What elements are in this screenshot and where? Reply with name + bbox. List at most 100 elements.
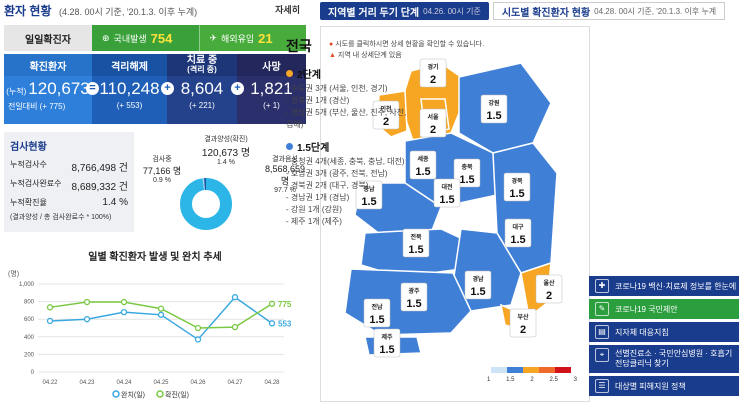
region-level: 1.5 <box>459 174 474 186</box>
confirmed-delta: 전일대비 (+ 775) <box>8 102 66 111</box>
map-region-충북[interactable]: 충북 1.5 <box>453 158 481 188</box>
region-name: 울산 <box>543 279 555 287</box>
patient-status-header: 환자 현황 (4.28. 00시 기준, '20.1.3. 이후 누계) 자세히 <box>4 2 304 20</box>
testing-stat: 검사중 77,166 명 0.9 % <box>142 156 182 184</box>
tab2-sub: 04.28. 00시 기준, '20.1.3. 이후 누계 <box>594 6 717 16</box>
stage-15-label: 1.5단계 <box>286 139 418 154</box>
plus-circle-icon: ⊕ <box>102 32 110 43</box>
y-tick-label: 1,000 <box>19 282 35 288</box>
x-tick-label: 04.27 <box>227 380 243 386</box>
data-point <box>157 305 165 312</box>
data-point <box>120 309 128 316</box>
data-point <box>231 294 239 301</box>
domestic-cases: ⊕ 국내발생 754 <box>92 25 199 51</box>
tab2-label: 시도별 확진환자 현황 <box>501 7 591 19</box>
quick-link-banner[interactable]: ☰ 대상별 피해지원 정책 <box>589 376 739 396</box>
region-box <box>433 178 461 208</box>
daily-confirmed-row: 일일확진자 ⊕ 국내발생 754 ✈ 해외유입 21 <box>4 25 306 51</box>
region-level: 1.5 <box>408 244 423 256</box>
stage-item: - 강원 1개 (강원) <box>286 205 342 214</box>
map-region-전북[interactable]: 전북 1.5 <box>402 228 430 258</box>
region-name: 부산 <box>517 313 529 321</box>
level-legend-labels: 1 1.5 2 2.5 3 <box>487 377 577 383</box>
banner-icon: ☰ <box>595 379 609 393</box>
map-region-부산[interactable]: 부산 2 <box>509 308 537 338</box>
region-box <box>509 308 537 338</box>
test-status-title: 검사현황 <box>10 142 47 153</box>
stage-item: 김해) <box>286 120 304 129</box>
isolation-released-card[interactable]: 격리해제 110,248 (+ 553) + <box>92 54 174 124</box>
region-level: 1.5 <box>369 314 384 326</box>
map-region-경남[interactable]: 경남 1.5 <box>464 270 492 300</box>
data-point <box>83 316 91 323</box>
region-level: 2 <box>383 116 389 128</box>
y-tick-label: 600 <box>24 317 35 323</box>
korea-map[interactable]: 경기2 인천 2 서울 2 강원 1.5 세종1.5 충북 1.5 충남1.5 대전1.5 경북1.5 전… <box>321 33 589 363</box>
stage-item: - 경남권 1개 (경남) <box>286 193 350 202</box>
map-region-대구[interactable]: 대구 1.5 <box>504 218 532 248</box>
stage-item: - 충청권 4개(세종, 충북, 충남, 대전) <box>286 157 405 166</box>
stage-item: - 경남권 5개 (부산, 울산, 진주, 사천, <box>286 108 407 117</box>
map-region-제주[interactable]: 제주 1.5 <box>373 328 401 358</box>
test-result-donut: 결과양성(확진) 120,673 명 1.4 % 검사중 77,166 명 0.… <box>138 132 308 232</box>
quick-link-banner[interactable]: ✎ 코로나19 국민제안 <box>589 299 739 319</box>
summary-cards: 확진환자 (누적) 120,673 전일대비 (+ 775) = 격리해제 110… <box>4 54 306 124</box>
region-level: 2 <box>430 124 436 136</box>
negative-stat: 결과음성 8,568,659 명 97.7 % <box>264 156 306 194</box>
map-region-경북[interactable]: 경북 1.5 <box>503 172 531 202</box>
test-row: 누적확진율 1.4 % <box>10 197 128 208</box>
region-box <box>419 108 447 138</box>
map-region-충남[interactable]: 충남 1.5 <box>355 180 383 210</box>
treating-card[interactable]: 치료 중 (격리 중) 8,604 (+ 221) + <box>167 54 244 124</box>
x-tick-label: 04.22 <box>42 380 58 386</box>
legend-value: 1.5 <box>506 377 515 383</box>
map-region-세종[interactable]: 세종 1.5 <box>409 150 437 180</box>
region-name: 강원 <box>488 99 499 107</box>
map-region-강원[interactable]: 강원 1.5 <box>480 94 508 124</box>
death-delta: (+ 1) <box>263 101 280 110</box>
region-level: 1.5 <box>470 286 485 298</box>
quick-link-banner[interactable]: ⌖ 선별진료소 · 국민안심병원 · 호흡기전담클리닉 찾기 <box>589 345 739 373</box>
region-box <box>453 158 481 188</box>
data-point <box>231 323 239 331</box>
equals-icon: = <box>86 82 99 95</box>
treating-delta: (+ 221) <box>189 101 215 110</box>
region-name: 서울 <box>427 113 439 121</box>
stage-item: - 경북권 1개 (경산) <box>286 96 350 105</box>
region-box <box>480 94 508 124</box>
test-note: (결과양성 / 총 검사완료수 * 100%) <box>10 214 112 221</box>
region-level: 1.5 <box>439 194 454 206</box>
region-name: 광주 <box>408 287 420 295</box>
domestic-label: 국내발생 <box>113 33 147 44</box>
distancing-panel: 지역별 거리 두기 단계 04.26. 00시 기준 시도별 확진환자 현황 0… <box>312 0 743 406</box>
map-region-전남[interactable]: 전남 1.5 <box>363 298 391 328</box>
map-region-대전[interactable]: 대전 1.5 <box>433 178 461 208</box>
region-name: 전남 <box>371 303 383 311</box>
map-region-인천[interactable]: 인천 2 <box>372 100 400 130</box>
map-region-서울[interactable]: 서울 2 <box>419 108 447 138</box>
region-box <box>535 274 563 304</box>
quick-link-banner[interactable]: ✚ 코로나19 백신·치료제 정보를 한눈에 <box>589 276 739 296</box>
region-box <box>503 172 531 202</box>
y-axis-label: (명) <box>8 269 19 278</box>
banner-icon: ✚ <box>595 279 609 293</box>
region-box <box>372 100 400 130</box>
map-region-울산[interactable]: 울산 2 <box>535 274 563 304</box>
treating-sub: (격리 중) <box>187 65 217 74</box>
region-level: 1.5 <box>486 110 501 122</box>
confirmed-card[interactable]: 확진환자 (누적) 120,673 전일대비 (+ 775) = <box>4 54 99 124</box>
tab-regional-confirmed[interactable]: 시도별 확진환자 현황 04.28. 00시 기준, '20.1.3. 이후 누… <box>492 2 726 20</box>
test-row: 누적검사완료수 8,689,332 건 <box>10 179 128 193</box>
region-box <box>400 282 428 312</box>
quick-link-banner[interactable]: ▤ 지자체 대응지침 <box>589 322 739 342</box>
line-chart: (명) 0 200 400 600 800 1,000 04.22 04.23 04.24 04.2… <box>8 269 292 399</box>
more-link[interactable]: 자세히 <box>275 5 300 15</box>
region-name: 인천 <box>380 105 392 113</box>
map-region-경기[interactable]: 경기 2 <box>419 58 447 88</box>
region-level: 2 <box>520 324 526 336</box>
tab1-sub: 04.26. 00시 기준 <box>423 6 481 16</box>
tab-distancing-level[interactable]: 지역별 거리 두기 단계 04.26. 00시 기준 <box>320 2 489 20</box>
banner-icon: ✎ <box>595 302 609 316</box>
region-name: 충북 <box>461 163 473 171</box>
map-region-광주[interactable]: 광주 1.5 <box>400 282 428 312</box>
